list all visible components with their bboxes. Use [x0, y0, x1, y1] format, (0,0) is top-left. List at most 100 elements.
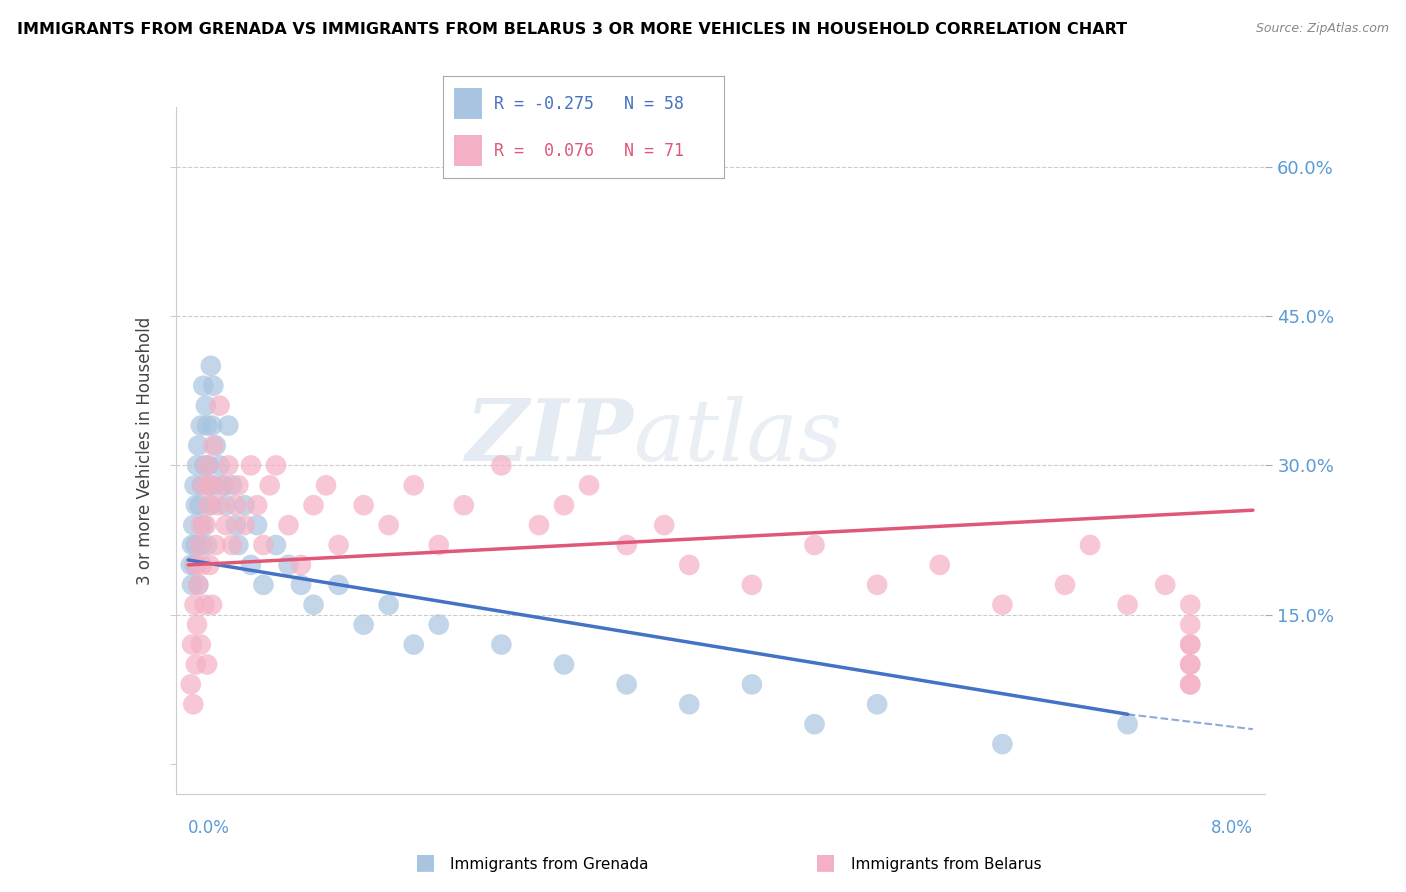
Point [202, 378, 225, 392]
Point [208, 458, 231, 473]
Point [221, 538, 243, 552]
Point [183, 478, 205, 492]
Point [1180, 657, 1202, 672]
Point [252, 538, 274, 552]
Point [277, 518, 299, 533]
Point [193, 478, 215, 492]
Point [202, 438, 225, 452]
Point [201, 418, 224, 433]
Point [233, 518, 256, 533]
Point [1180, 677, 1202, 691]
Y-axis label: 3 or more Vehicles in Household: 3 or more Vehicles in Household [136, 317, 155, 584]
Point [1180, 617, 1202, 632]
Point [678, 558, 700, 572]
Point [193, 518, 215, 533]
Point [187, 438, 209, 452]
Point [208, 399, 231, 413]
Point [181, 538, 204, 552]
Point [183, 598, 205, 612]
Point [277, 558, 299, 572]
Point [427, 617, 450, 632]
Point [187, 578, 209, 592]
Point [1078, 538, 1101, 552]
Point [217, 458, 239, 473]
Point [553, 657, 575, 672]
Point [183, 558, 205, 572]
Point [217, 418, 239, 433]
Point [302, 598, 325, 612]
Point [200, 359, 222, 373]
Point [290, 558, 312, 572]
Point [197, 498, 219, 512]
Point [246, 498, 269, 512]
Point [188, 498, 211, 512]
Point [181, 638, 204, 652]
Point [678, 698, 700, 712]
Point [184, 558, 207, 572]
Point [1180, 657, 1202, 672]
Point [228, 478, 250, 492]
Point [264, 538, 287, 552]
Text: IMMIGRANTS FROM GRENADA VS IMMIGRANTS FROM BELARUS 3 OR MORE VEHICLES IN HOUSEHO: IMMIGRANTS FROM GRENADA VS IMMIGRANTS FR… [17, 22, 1128, 37]
Point [1180, 677, 1202, 691]
Point [233, 498, 256, 512]
Point [215, 518, 238, 533]
Point [1116, 598, 1139, 612]
Point [180, 677, 202, 691]
Point [616, 538, 638, 552]
Point [328, 578, 350, 592]
Point [353, 617, 375, 632]
Point [239, 558, 262, 572]
Point [252, 578, 274, 592]
Text: 8.0%: 8.0% [1211, 819, 1253, 837]
Point [188, 538, 211, 552]
Point [377, 518, 399, 533]
Point [198, 558, 221, 572]
Point [290, 578, 312, 592]
Point [187, 578, 209, 592]
Text: ZIP: ZIP [465, 395, 633, 478]
Point [803, 717, 825, 731]
Point [353, 498, 375, 512]
Point [193, 598, 215, 612]
Bar [454, 136, 482, 166]
Point [928, 558, 950, 572]
Text: R =  0.076   N = 71: R = 0.076 N = 71 [494, 142, 683, 160]
Point [1154, 578, 1177, 592]
Point [186, 617, 208, 632]
Point [190, 418, 212, 433]
Point [204, 478, 226, 492]
Point [402, 478, 425, 492]
Point [212, 478, 235, 492]
Point [184, 538, 207, 552]
Point [239, 458, 262, 473]
Point [186, 458, 208, 473]
Point [195, 538, 218, 552]
Point [195, 458, 218, 473]
Point [302, 498, 325, 512]
Point [427, 538, 450, 552]
Point [246, 518, 269, 533]
Text: ■: ■ [415, 853, 436, 872]
Point [741, 578, 763, 592]
Point [215, 498, 238, 512]
Point [225, 518, 247, 533]
Text: ■: ■ [815, 853, 837, 872]
Point [193, 458, 215, 473]
Point [328, 538, 350, 552]
Point [1116, 717, 1139, 731]
Point [194, 399, 217, 413]
Point [866, 698, 889, 712]
Point [991, 598, 1014, 612]
Point [181, 518, 204, 533]
Bar [454, 88, 482, 119]
Point [200, 498, 222, 512]
Point [803, 538, 825, 552]
Point [212, 478, 235, 492]
Point [527, 518, 550, 533]
Point [377, 598, 399, 612]
Point [207, 498, 229, 512]
Point [205, 538, 228, 552]
Point [1180, 638, 1202, 652]
Point [315, 478, 337, 492]
